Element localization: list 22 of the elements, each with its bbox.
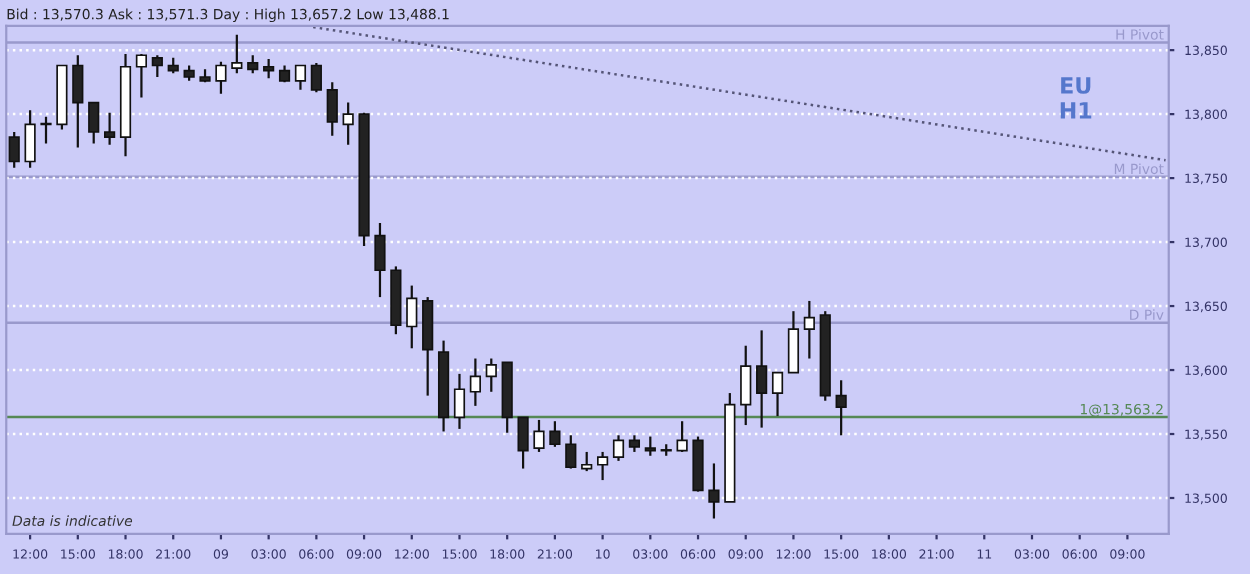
candlestick xyxy=(835,379,847,437)
candlestick xyxy=(104,111,116,146)
candlestick xyxy=(581,450,593,473)
candlestick xyxy=(151,54,163,79)
candlestick xyxy=(597,450,609,482)
candlestick xyxy=(310,61,322,94)
candlestick xyxy=(8,130,20,169)
candlestick xyxy=(708,462,720,520)
candlestick xyxy=(374,221,386,299)
candlestick xyxy=(263,57,275,80)
candlestick xyxy=(294,64,307,91)
candlestick xyxy=(565,434,577,470)
candlestick xyxy=(517,416,529,470)
candlestick xyxy=(326,81,338,137)
candlestick xyxy=(549,420,561,448)
candlestick xyxy=(215,60,227,95)
candlestick xyxy=(803,299,815,360)
candlestick xyxy=(88,101,100,145)
candlestick xyxy=(644,435,656,457)
candlestick xyxy=(756,329,768,429)
annotation: EU H1 xyxy=(1060,77,1092,119)
candlestick xyxy=(72,54,84,149)
